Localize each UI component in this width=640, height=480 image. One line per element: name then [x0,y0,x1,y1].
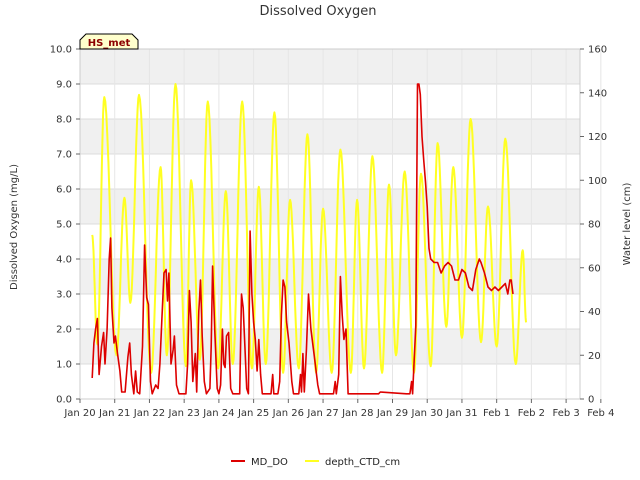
x-tick-label: Jan 25 [237,408,269,419]
x-tick-label: Feb 3 [552,408,579,419]
x-tick-label: Jan 24 [202,408,234,419]
y-right-tick-label: 120 [588,132,607,143]
legend-label-depth: depth_CTD_cm [325,457,400,468]
y-right-tick-label: 100 [588,176,607,187]
x-axis: Jan 20 Jan 21 Jan 22 Jan 23 Jan 24 Jan 25 Jan … [63,399,614,419]
x-tick-label: Jan 30 [411,408,443,419]
y-right-tick-label: 80 [588,220,601,231]
y-left-tick-label: 7.0 [56,150,72,161]
y-left-tick-label: 9.0 [56,80,72,91]
background-band [80,84,580,119]
y-left-tick-label: 1.0 [56,360,72,371]
x-tick-label: Jan 26 [272,408,304,419]
x-tick-label: Jan 27 [306,408,338,419]
y-left-tick-label: 6.0 [56,185,72,196]
chart-title: Dissolved Oxygen [260,4,377,19]
x-tick-label: Feb 1 [483,408,510,419]
x-tick-label: Jan 20 [63,408,95,419]
background-band [80,49,580,84]
series-line-depth-ctd-cm [91,83,528,374]
y-axis-right: 0 20 40 60 80 100 120 140 160 [580,45,607,406]
y-axis-left: 0.0 1.0 2.0 3.0 4.0 5.0 6.0 7.0 8.0 9.0 10.0 [50,45,80,406]
y-left-tick-label: 3.0 [56,290,72,301]
y-left-tick-label: 4.0 [56,255,72,266]
y-right-tick-label: 40 [588,307,601,318]
y-left-tick-label: 10.0 [50,45,72,56]
legend-label-md-do: MD_DO [251,457,288,468]
site-badge-label: HS_met [88,38,131,49]
background-band [80,154,580,189]
background-band [80,189,580,224]
x-tick-label: Jan 23 [168,408,200,419]
series-layer [91,83,528,395]
y-left-tick-label: 0.0 [56,395,72,406]
site-badge: HS_met [79,33,139,50]
y-left-tick-label: 8.0 [56,115,72,126]
x-tick-label: Jan 31 [445,408,477,419]
x-tick-label: Jan 28 [341,408,373,419]
y-right-tick-label: 160 [588,45,607,56]
x-tick-label: Feb 4 [587,408,614,419]
legend: MD_DO depth_CTD_cm [231,457,400,468]
y-right-tick-label: 0 [588,395,594,406]
y-left-tick-label: 2.0 [56,325,72,336]
series-line-md-do [91,83,514,395]
y-axis-left-title: Dissolved Oxygen (mg/L) [9,164,20,290]
x-tick-label: Feb 2 [518,408,545,419]
x-tick-label: Jan 21 [98,408,130,419]
y-right-tick-label: 20 [588,351,601,362]
y-left-tick-label: 5.0 [56,220,72,231]
site-badge-box [79,33,139,50]
y-right-tick-label: 140 [588,88,607,99]
x-tick-label: Jan 22 [133,408,165,419]
background-band [80,224,580,259]
y-right-tick-label: 60 [588,263,601,274]
x-tick-label: Jan 29 [376,408,408,419]
y-axis-right-title: Water level (cm) [622,183,633,266]
